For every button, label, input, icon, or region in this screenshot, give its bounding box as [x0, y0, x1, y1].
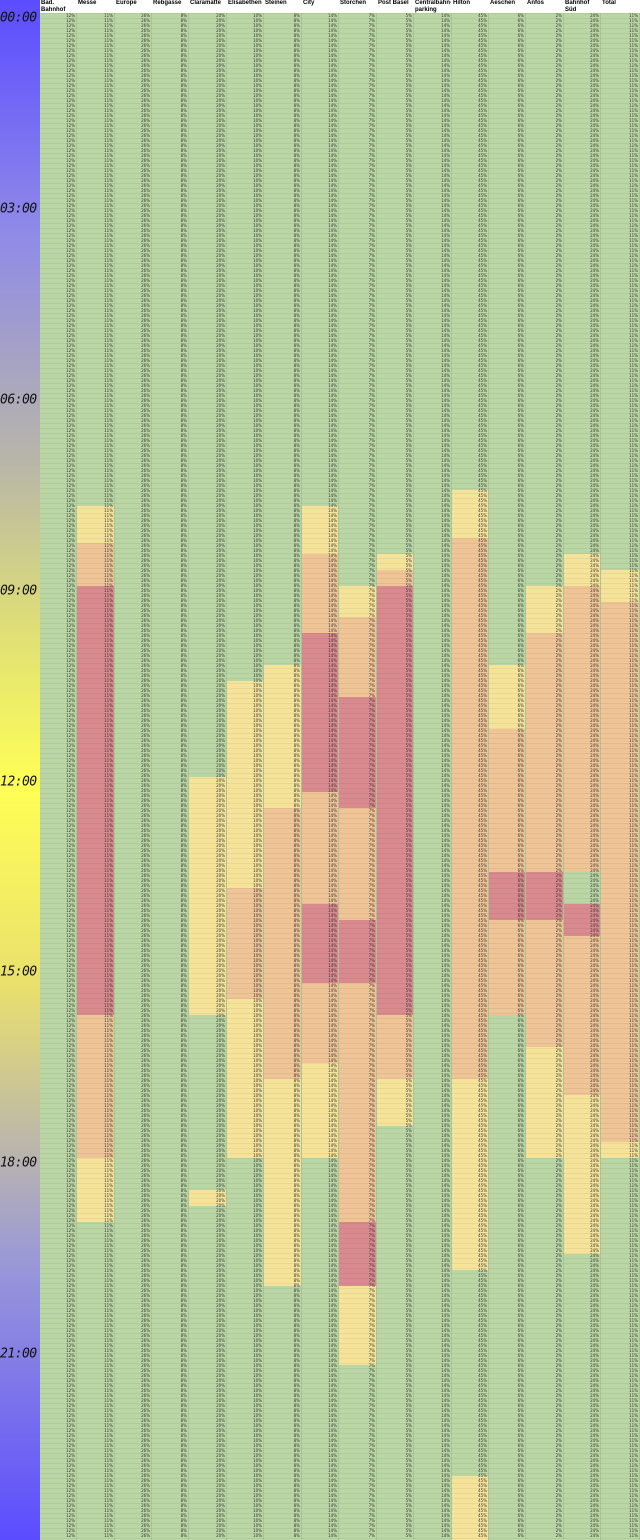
occupancy-grid: 12% 12% 12% 12% 12% 12% 12% 12% 12% 12% …	[40, 13, 640, 1540]
occupancy-band	[339, 1222, 377, 1286]
occupancy-band	[302, 904, 339, 983]
occupancy-band	[452, 1476, 489, 1540]
occupancy-band	[339, 1286, 377, 1365]
time-label-4: 12:00	[0, 774, 37, 790]
column-values: 12% 12% 12% 12% 12% 12% 12% 12% 12% 12% …	[66, 13, 75, 1538]
column-values: 5% 5% 5% 5% 5% 5% 5% 5% 5% 5% 5% 5% 5% 5…	[405, 13, 412, 1538]
column-values: 2% 2% 2% 2% 2% 2% 2% 2% 2% 2% 2% 2% 2% 2…	[555, 13, 562, 1538]
occupancy-band	[264, 808, 302, 1079]
column-separator	[189, 13, 227, 1540]
occupancy-band	[526, 920, 564, 1047]
occupancy-band	[77, 586, 115, 1015]
occupancy-band	[526, 1047, 564, 1158]
occupancy-band	[339, 617, 377, 697]
column-values: 24% 24% 24% 24% 24% 24% 24% 24% 24% 24% …	[590, 13, 599, 1538]
occupancy-band	[452, 1079, 489, 1270]
occupancy-band	[339, 983, 377, 1158]
occupancy-band	[526, 586, 564, 633]
occupancy-band	[601, 570, 640, 602]
column-values: 11% 11% 11% 11% 11% 11% 11% 11% 11% 11% …	[629, 13, 638, 1538]
occupancy-band	[377, 586, 414, 1015]
column-header-4: Claramatte	[190, 0, 222, 6]
occupancy-band	[264, 1079, 302, 1286]
occupancy-band	[489, 665, 526, 729]
occupancy-band	[302, 1063, 339, 1158]
occupancy-band	[302, 506, 339, 554]
column-values: 8% 8% 8% 8% 8% 8% 8% 8% 8% 8% 8% 8% 8% 8…	[180, 13, 187, 1538]
time-label-7: 21:00	[0, 1346, 37, 1362]
occupancy-band	[377, 554, 414, 570]
occupancy-band	[302, 554, 339, 633]
time-label-2: 06:00	[0, 392, 37, 408]
column-header-8: Storchen	[340, 0, 367, 6]
occupancy-band	[564, 554, 601, 586]
occupancy-band	[264, 665, 302, 808]
time-label-5: 15:00	[0, 964, 37, 980]
occupancy-band	[564, 936, 601, 1095]
column-values: 45% 45% 45% 45% 45% 45% 45% 45% 45% 45% …	[478, 13, 487, 1538]
column-values: 14% 14% 14% 14% 14% 14% 14% 14% 14% 14% …	[328, 13, 337, 1538]
column-header-13: Anfos	[527, 0, 544, 6]
occupancy-band	[339, 1158, 377, 1222]
occupancy-band	[489, 872, 526, 920]
column-header-row: Bad. Bahnhof Messe Europe Rebgasse Claramatt…	[40, 0, 640, 14]
column-header-1: Messe	[78, 0, 97, 6]
column-header-12: Aeschen	[490, 0, 516, 6]
column-values: 8% 8% 8% 8% 8% 8% 8% 8% 8% 8% 8% 8% 8% 8…	[293, 13, 300, 1538]
occupancy-band	[564, 1095, 601, 1254]
column-header-10: Centralbahn-parking	[415, 0, 451, 13]
column-separator	[152, 13, 189, 1540]
occupancy-band	[452, 490, 489, 538]
occupancy-band	[452, 538, 489, 1079]
occupancy-band	[77, 506, 115, 543]
time-gutter: 00:00 03:00 06:00 09:00 12:00 15:00 18:00 21:00	[0, 0, 40, 1540]
time-label-6: 18:00	[0, 1155, 37, 1171]
occupancy-band	[302, 983, 339, 1063]
time-label-0: 00:00	[0, 10, 37, 26]
column-values: 14% 14% 14% 14% 14% 14% 14% 14% 14% 14% …	[441, 13, 450, 1538]
column-header-0: Bad. Bahnhof	[41, 0, 66, 13]
time-label-3: 09:00	[0, 583, 37, 599]
occupancy-band	[189, 1190, 227, 1206]
occupancy-band	[302, 792, 339, 904]
occupancy-band	[377, 1015, 414, 1079]
occupancy-band	[377, 1079, 414, 1126]
column-header-6: Steinen	[265, 0, 287, 6]
occupancy-band	[526, 872, 564, 920]
occupancy-band	[227, 999, 264, 1158]
occupancy-band	[339, 808, 377, 920]
occupancy-band	[339, 697, 377, 808]
column-values: 7% 7% 7% 7% 7% 7% 7% 7% 7% 7% 7% 7% 7% 7…	[368, 13, 375, 1538]
occupancy-band	[339, 586, 377, 617]
occupancy-band	[227, 681, 264, 888]
occupancy-band	[564, 586, 601, 872]
occupancy-band	[77, 1015, 115, 1158]
time-label-1: 03:00	[0, 201, 37, 217]
column-header-2: Europe	[116, 0, 137, 6]
column-header-15: Total	[602, 0, 616, 6]
column-separator	[40, 13, 77, 1540]
column-values: 10% 10% 10% 10% 10% 10% 10% 10% 10% 10% …	[253, 13, 262, 1538]
occupancy-band	[526, 633, 564, 872]
column-header-5: Elisabethen	[228, 0, 262, 6]
column-header-11: Hilton	[453, 0, 470, 6]
column-values: 20% 20% 20% 20% 20% 20% 20% 20% 20% 20% …	[216, 13, 225, 1538]
occupancy-band	[564, 904, 601, 936]
occupancy-band	[302, 633, 339, 792]
column-header-7: City	[303, 0, 315, 6]
column-header-3: Rebgasse	[153, 0, 182, 6]
column-separator	[414, 13, 452, 1540]
column-header-9: Post Basel	[378, 0, 409, 6]
column-values: 6% 6% 6% 6% 6% 6% 6% 6% 6% 6% 6% 6% 6% 6…	[517, 13, 524, 1538]
occupancy-band	[77, 1158, 115, 1222]
column-header-14: Bahnhof Süd	[565, 0, 590, 13]
occupancy-band	[377, 570, 414, 586]
occupancy-band	[227, 888, 264, 999]
column-separator	[115, 13, 152, 1540]
column-values: 11% 11% 11% 11% 11% 11% 11% 11% 11% 11% …	[104, 13, 113, 1538]
column-values: 26% 26% 26% 26% 26% 26% 26% 26% 26% 26% …	[141, 13, 150, 1538]
occupancy-band	[339, 920, 377, 983]
occupancy-band	[77, 543, 115, 586]
occupancy-band	[189, 777, 227, 1015]
